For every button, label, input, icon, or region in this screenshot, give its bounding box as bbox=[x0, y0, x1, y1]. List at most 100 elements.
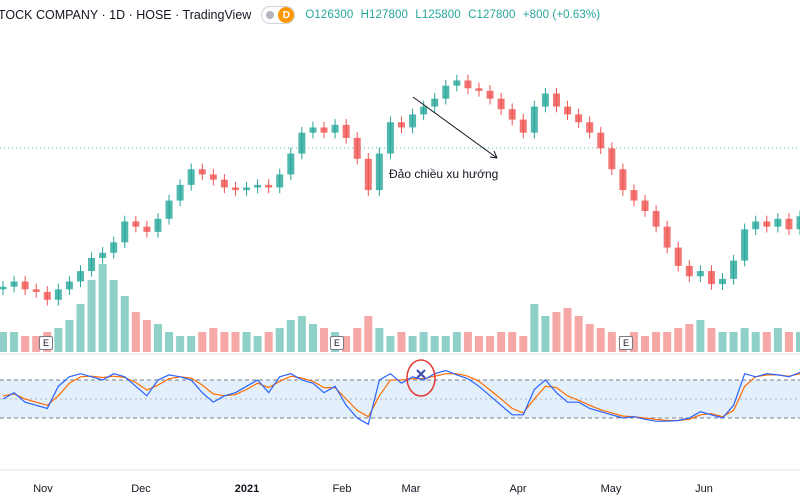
candle bbox=[209, 174, 217, 180]
ohlc-readout: O126300 H127800 L125800 C127800 +800 (+0… bbox=[305, 9, 604, 21]
volume-bar bbox=[209, 328, 218, 352]
volume-bar bbox=[652, 332, 661, 352]
candle bbox=[32, 289, 40, 292]
volume-bar bbox=[408, 336, 417, 352]
candle bbox=[707, 271, 715, 285]
volume-bar bbox=[463, 332, 472, 352]
candle bbox=[386, 122, 394, 154]
volume-bar bbox=[685, 324, 694, 352]
volume-bar bbox=[497, 332, 506, 352]
volume-bar bbox=[419, 332, 428, 352]
ohlc-change: +800 (+0.63%) bbox=[522, 9, 601, 21]
candle bbox=[276, 174, 284, 188]
candle bbox=[508, 109, 516, 120]
volume-bar bbox=[596, 328, 605, 352]
candle bbox=[486, 90, 494, 99]
candle bbox=[730, 260, 738, 279]
candle bbox=[409, 114, 417, 128]
volume-bar bbox=[430, 336, 439, 352]
volume-bar bbox=[674, 328, 683, 352]
data-status-badge[interactable]: D bbox=[261, 6, 296, 24]
volume-bar bbox=[629, 332, 638, 352]
candle bbox=[796, 216, 800, 230]
volume-bar bbox=[142, 320, 151, 352]
x-axis-label: Apr bbox=[509, 483, 527, 495]
candle bbox=[763, 221, 771, 227]
volume-bar bbox=[131, 312, 140, 352]
volume-bar bbox=[120, 296, 129, 352]
volume-bar bbox=[740, 328, 749, 352]
chart-header: TOCK COMPANY · 1D · HOSE · TradingView D… bbox=[0, 0, 800, 30]
candle bbox=[187, 169, 195, 185]
candle bbox=[0, 286, 7, 290]
candle bbox=[442, 85, 450, 99]
candle bbox=[752, 221, 760, 230]
candle bbox=[519, 119, 527, 133]
volume-bar bbox=[0, 332, 7, 352]
crossover-circle bbox=[406, 359, 436, 397]
volume-bar bbox=[696, 320, 705, 352]
candle bbox=[696, 271, 704, 277]
volume-bar bbox=[508, 332, 517, 352]
candle bbox=[43, 291, 51, 300]
x-axis-label: Dec bbox=[131, 483, 151, 495]
candle bbox=[785, 218, 793, 230]
volume-bar bbox=[607, 332, 616, 352]
volume-bar bbox=[98, 264, 107, 352]
volume-bar bbox=[87, 280, 96, 352]
candle bbox=[76, 271, 84, 282]
volume-bar bbox=[541, 316, 550, 352]
volume-bar bbox=[784, 332, 793, 352]
candle bbox=[342, 124, 350, 138]
volume-bar bbox=[364, 316, 373, 352]
candle bbox=[475, 88, 483, 91]
candle bbox=[298, 132, 306, 154]
volume-bar bbox=[320, 328, 329, 352]
volume-bar bbox=[54, 328, 63, 352]
volume-bar bbox=[796, 332, 800, 352]
volume-bar bbox=[286, 320, 295, 352]
candle bbox=[132, 221, 140, 227]
candle bbox=[741, 229, 749, 261]
candle bbox=[198, 169, 206, 175]
candle bbox=[287, 153, 295, 175]
delayed-data-icon: D bbox=[278, 7, 295, 23]
volume-bar bbox=[264, 332, 273, 352]
volume-bar bbox=[153, 324, 162, 352]
candle bbox=[431, 98, 439, 107]
ohlc-open: O126300 bbox=[305, 9, 354, 21]
candle bbox=[243, 187, 251, 191]
candle bbox=[231, 187, 239, 191]
x-axis-label: Jun bbox=[695, 483, 713, 495]
candle bbox=[464, 80, 472, 89]
candle bbox=[530, 106, 538, 133]
volume-bar bbox=[441, 336, 450, 352]
candle bbox=[309, 127, 317, 133]
candle bbox=[143, 226, 151, 232]
volume-bar bbox=[297, 316, 306, 352]
volume-bar bbox=[353, 328, 362, 352]
x-axis-label: May bbox=[600, 483, 622, 495]
candle bbox=[608, 148, 616, 170]
trend-arrow bbox=[412, 96, 498, 159]
volume-bar bbox=[165, 332, 174, 352]
stoch-k-line bbox=[2, 369, 800, 426]
candle bbox=[674, 247, 682, 266]
volume-bar bbox=[552, 312, 561, 352]
candle bbox=[176, 184, 184, 201]
stoch-d-line bbox=[2, 373, 800, 422]
candle bbox=[320, 127, 328, 133]
volume-bar bbox=[762, 332, 771, 352]
volume-bar bbox=[231, 332, 240, 352]
volume-bar bbox=[109, 280, 118, 352]
earnings-marker[interactable]: E bbox=[619, 336, 633, 350]
candle bbox=[552, 93, 560, 107]
candle bbox=[364, 158, 372, 191]
volume-bar bbox=[32, 336, 41, 352]
earnings-marker[interactable]: E bbox=[39, 336, 53, 350]
candle bbox=[541, 93, 549, 107]
earnings-marker[interactable]: E bbox=[330, 336, 344, 350]
volume-bar bbox=[574, 316, 583, 352]
symbol-title[interactable]: TOCK COMPANY · 1D · HOSE · TradingView bbox=[0, 8, 252, 22]
